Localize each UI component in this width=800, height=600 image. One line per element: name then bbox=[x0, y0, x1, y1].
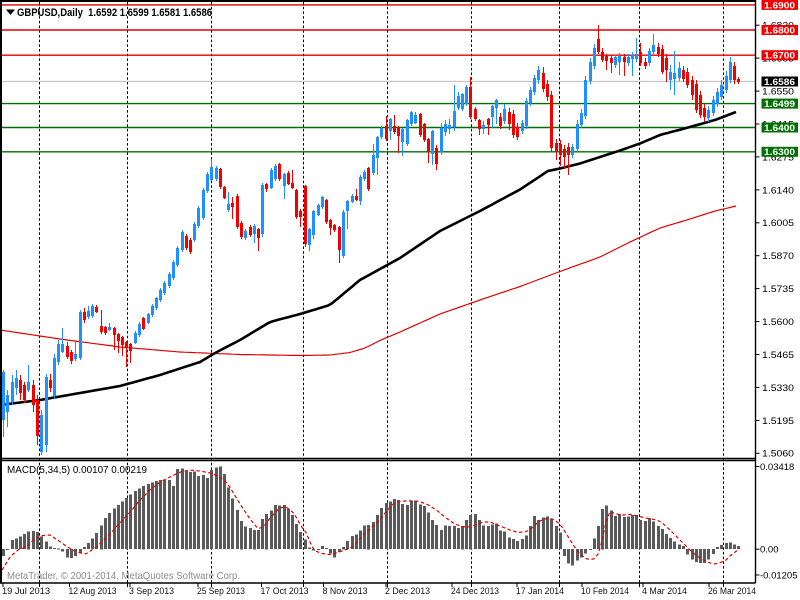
svg-text:1.6800: 1.6800 bbox=[764, 25, 795, 35]
svg-text:1.6900: 1.6900 bbox=[764, 0, 795, 10]
svg-text:10 Feb 2014: 10 Feb 2014 bbox=[581, 586, 630, 597]
svg-text:3 Sep 2013: 3 Sep 2013 bbox=[129, 586, 174, 597]
svg-text:1.6140: 1.6140 bbox=[762, 185, 794, 196]
svg-text:MetaTrader, © 2001-2014, MetaQ: MetaTrader, © 2001-2014, MetaQuotes Soft… bbox=[7, 570, 240, 582]
svg-text:GBPUSD,Daily 1.6592 1.6599 1.: GBPUSD,Daily 1.6592 1.6599 1.6581 1.6586 bbox=[17, 7, 212, 19]
svg-text:1.5060: 1.5060 bbox=[762, 449, 794, 460]
svg-text:12 Aug 2013: 12 Aug 2013 bbox=[69, 586, 117, 597]
svg-text:1.6300: 1.6300 bbox=[764, 147, 795, 157]
svg-text:1.6499: 1.6499 bbox=[764, 99, 795, 109]
svg-text:4 Mar 2014: 4 Mar 2014 bbox=[642, 586, 688, 597]
svg-text:0.00: 0.00 bbox=[760, 545, 779, 556]
svg-text:19 Jul 2013: 19 Jul 2013 bbox=[2, 586, 50, 597]
svg-text:1.6005: 1.6005 bbox=[762, 218, 794, 229]
svg-text:1.5330: 1.5330 bbox=[762, 383, 794, 394]
svg-text:26 Mar 2014: 26 Mar 2014 bbox=[708, 586, 757, 597]
svg-text:0.03418: 0.03418 bbox=[760, 462, 794, 473]
svg-text:1.6700: 1.6700 bbox=[764, 51, 795, 61]
svg-text:1.5735: 1.5735 bbox=[762, 284, 794, 295]
svg-text:1.5600: 1.5600 bbox=[762, 317, 794, 328]
svg-text:MACD(5,34,5) 0.00107 0.00219: MACD(5,34,5) 0.00107 0.00219 bbox=[7, 465, 147, 476]
svg-text:1.5195: 1.5195 bbox=[762, 416, 794, 427]
svg-text:24 Dec 2013: 24 Dec 2013 bbox=[451, 586, 499, 597]
svg-text:1.6400: 1.6400 bbox=[764, 123, 795, 133]
svg-text:1.6586: 1.6586 bbox=[764, 77, 795, 87]
svg-text:1.6275: 1.6275 bbox=[762, 152, 794, 163]
svg-text:17 Oct 2013: 17 Oct 2013 bbox=[261, 586, 309, 597]
svg-text:2 Dec 2013: 2 Dec 2013 bbox=[385, 586, 430, 597]
svg-text:8 Nov 2013: 8 Nov 2013 bbox=[323, 586, 368, 597]
svg-text:17 Jan 2014: 17 Jan 2014 bbox=[516, 586, 565, 597]
svg-text:1.5870: 1.5870 bbox=[762, 251, 794, 262]
svg-text:-0.01205: -0.01205 bbox=[760, 570, 798, 581]
svg-text:25 Sep 2013: 25 Sep 2013 bbox=[197, 586, 245, 597]
svg-text:1.5465: 1.5465 bbox=[762, 350, 794, 361]
svg-text:1.6550: 1.6550 bbox=[762, 87, 794, 98]
